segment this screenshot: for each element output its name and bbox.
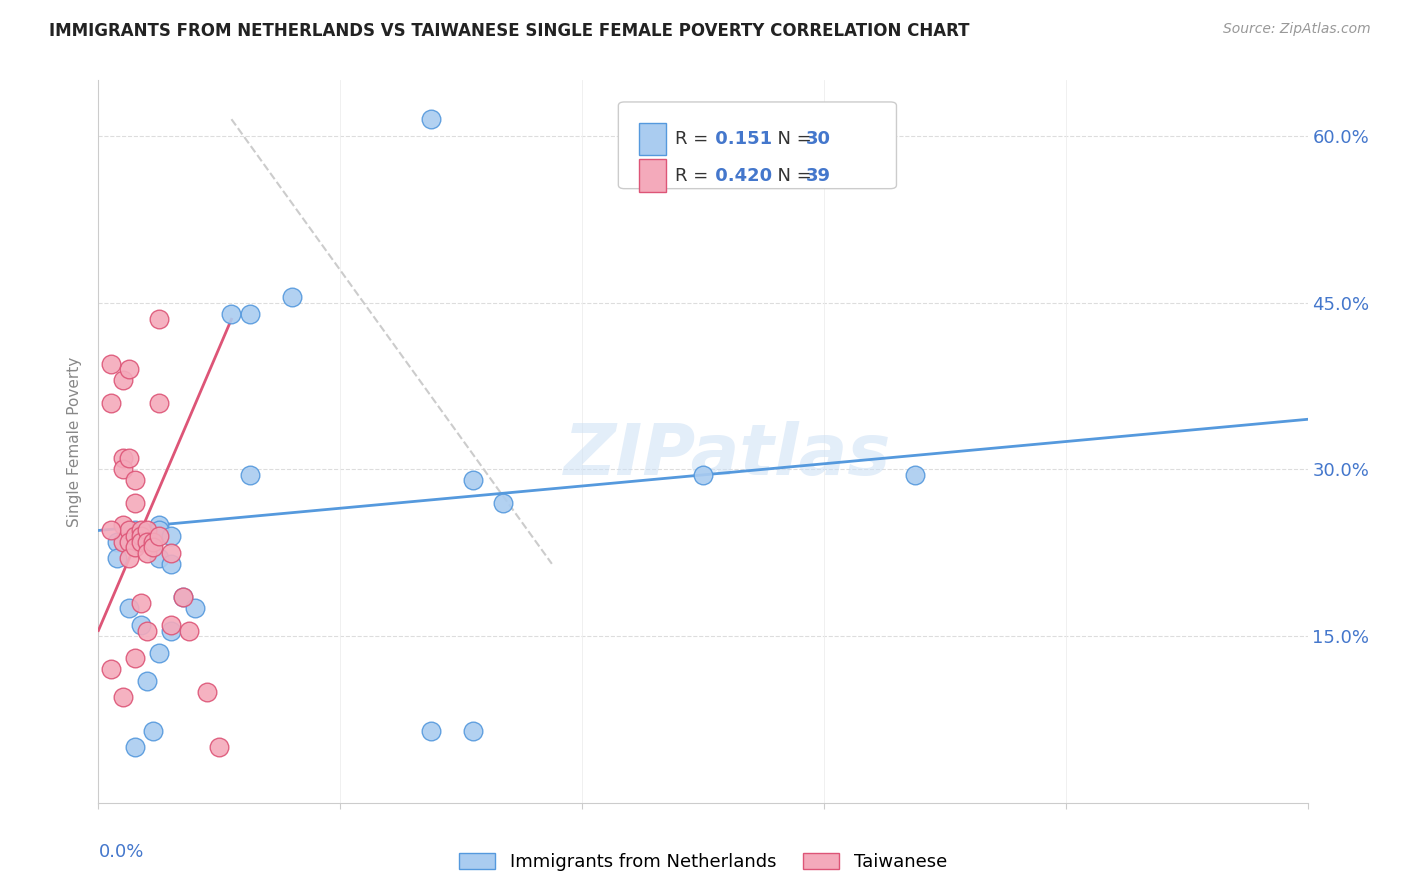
Point: [105, 534, 128, 549]
Point: [135, 534, 157, 549]
Text: IMMIGRANTS FROM NETHERLANDS VS TAIWANESE SINGLE FEMALE POVERTY CORRELATION CHART: IMMIGRANTS FROM NETHERLANDS VS TAIWANESE…: [49, 22, 970, 40]
Point: [100, 395, 122, 409]
Point: [118, 362, 141, 376]
Point: [135, 529, 157, 543]
Point: [105, 551, 128, 566]
Text: Source: ZipAtlas.com: Source: ZipAtlas.com: [1223, 22, 1371, 37]
Point: [124, 524, 146, 538]
Point: [221, 307, 243, 321]
FancyBboxPatch shape: [619, 102, 897, 189]
Point: [184, 601, 207, 615]
Point: [148, 551, 170, 566]
Point: [239, 467, 262, 482]
Point: [111, 451, 134, 466]
Point: [160, 546, 183, 560]
Point: [195, 684, 218, 698]
Point: [111, 517, 134, 532]
Point: [124, 740, 146, 755]
Point: [904, 467, 927, 482]
Point: [692, 467, 714, 482]
Point: [129, 534, 152, 549]
Text: R =: R =: [675, 130, 714, 148]
Point: [118, 524, 141, 538]
Point: [111, 373, 134, 387]
Text: 39: 39: [806, 167, 831, 185]
Point: [208, 740, 231, 755]
FancyBboxPatch shape: [638, 123, 665, 155]
Point: [135, 524, 157, 538]
Point: [142, 534, 165, 549]
Point: [281, 290, 304, 304]
Point: [129, 596, 152, 610]
Text: R =: R =: [675, 167, 714, 185]
FancyBboxPatch shape: [638, 160, 665, 192]
Point: [124, 651, 146, 665]
Point: [100, 524, 122, 538]
Point: [160, 624, 183, 638]
Text: 0.0%: 0.0%: [98, 843, 143, 861]
Text: ZIPatlas: ZIPatlas: [564, 422, 891, 491]
Point: [420, 723, 443, 738]
Point: [124, 529, 146, 543]
Point: [118, 451, 141, 466]
Point: [118, 601, 141, 615]
Text: 0.420: 0.420: [709, 167, 772, 185]
Text: N =: N =: [766, 167, 817, 185]
Point: [111, 534, 134, 549]
Point: [111, 690, 134, 705]
Point: [142, 540, 165, 554]
Point: [492, 496, 515, 510]
Text: 0.151: 0.151: [709, 130, 772, 148]
Point: [124, 474, 146, 488]
Point: [179, 624, 201, 638]
Point: [463, 723, 485, 738]
Legend: Immigrants from Netherlands, Taiwanese: Immigrants from Netherlands, Taiwanese: [451, 846, 955, 879]
Point: [148, 524, 170, 538]
Point: [129, 529, 152, 543]
Point: [129, 618, 152, 632]
Point: [148, 395, 170, 409]
Point: [135, 546, 157, 560]
Point: [100, 662, 122, 676]
Point: [463, 474, 485, 488]
Point: [124, 496, 146, 510]
Point: [148, 312, 170, 326]
Point: [160, 557, 183, 571]
Point: [135, 624, 157, 638]
Point: [420, 112, 443, 127]
Point: [135, 534, 157, 549]
Point: [142, 723, 165, 738]
Point: [148, 646, 170, 660]
Text: N =: N =: [766, 130, 817, 148]
Text: 30: 30: [806, 130, 831, 148]
Point: [160, 529, 183, 543]
Point: [239, 307, 262, 321]
Point: [129, 524, 152, 538]
Point: [148, 517, 170, 532]
Point: [135, 673, 157, 688]
Point: [124, 540, 146, 554]
Point: [111, 462, 134, 476]
Y-axis label: Single Female Poverty: Single Female Poverty: [67, 357, 83, 526]
Point: [172, 590, 194, 604]
Point: [160, 618, 183, 632]
Point: [118, 551, 141, 566]
Point: [172, 590, 194, 604]
Point: [118, 534, 141, 549]
Point: [148, 529, 170, 543]
Point: [100, 357, 122, 371]
